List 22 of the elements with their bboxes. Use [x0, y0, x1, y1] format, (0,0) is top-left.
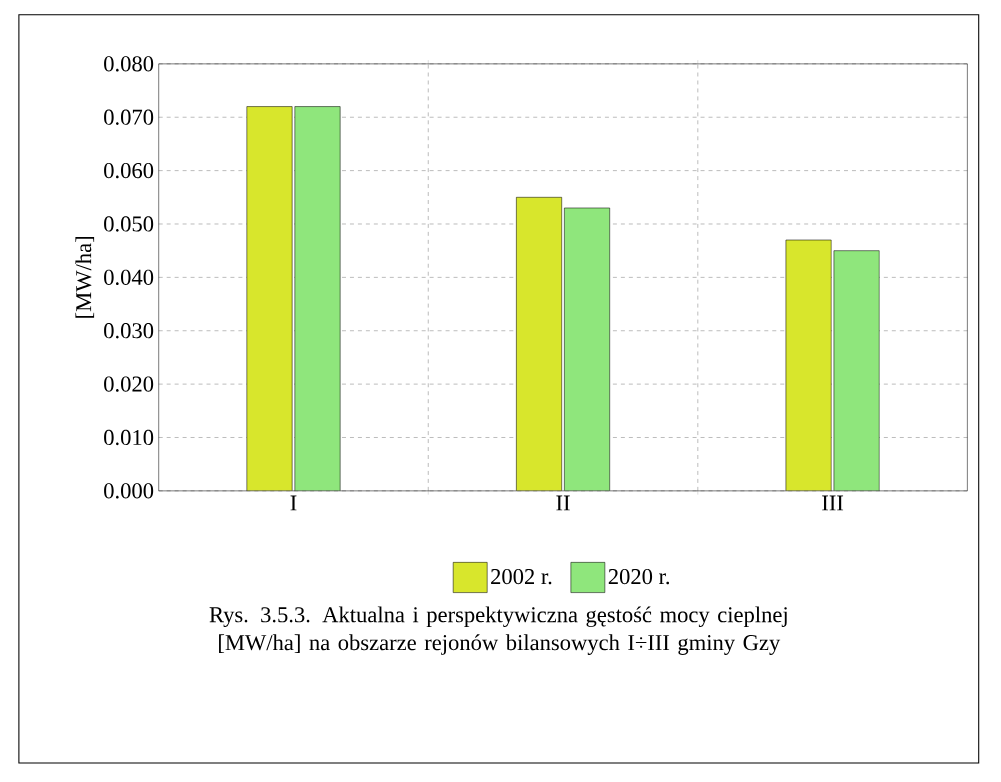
bar	[785, 239, 832, 491]
y-tick-label: 0.000	[104, 483, 154, 499]
y-tick-label: 0.020	[104, 376, 154, 392]
bar	[516, 197, 562, 491]
text: Rys. 3.5.3. Aktualna i perspektywiczna gęstość mocy cieplnej [MW/ha] na obszarze rejonów bilansowych I÷III gminy Gzy	[209, 606, 787, 655]
x-tick-label: I	[290, 495, 297, 511]
bar	[833, 250, 880, 491]
y-tick-label: 0.010	[104, 429, 154, 446]
y-axis-title: [MW/ha]	[75, 237, 95, 318]
y-tick-label: 0.060	[104, 163, 154, 179]
y-tick-label: 0.080	[104, 56, 154, 72]
x-tick-label: II	[556, 495, 570, 511]
bar	[294, 106, 341, 491]
x-tick-label: III	[822, 495, 844, 511]
y-tick-label: 0.070	[104, 109, 154, 125]
y-tick-label: 0.030	[104, 323, 154, 339]
bar	[246, 106, 293, 491]
legend-label: 2020 r.	[608, 569, 670, 585]
legend-label: 2002 r.	[491, 569, 552, 585]
y-tick-label: 0.050	[104, 216, 154, 232]
y-tick-label: 0.040	[104, 269, 154, 286]
bar	[564, 207, 610, 491]
